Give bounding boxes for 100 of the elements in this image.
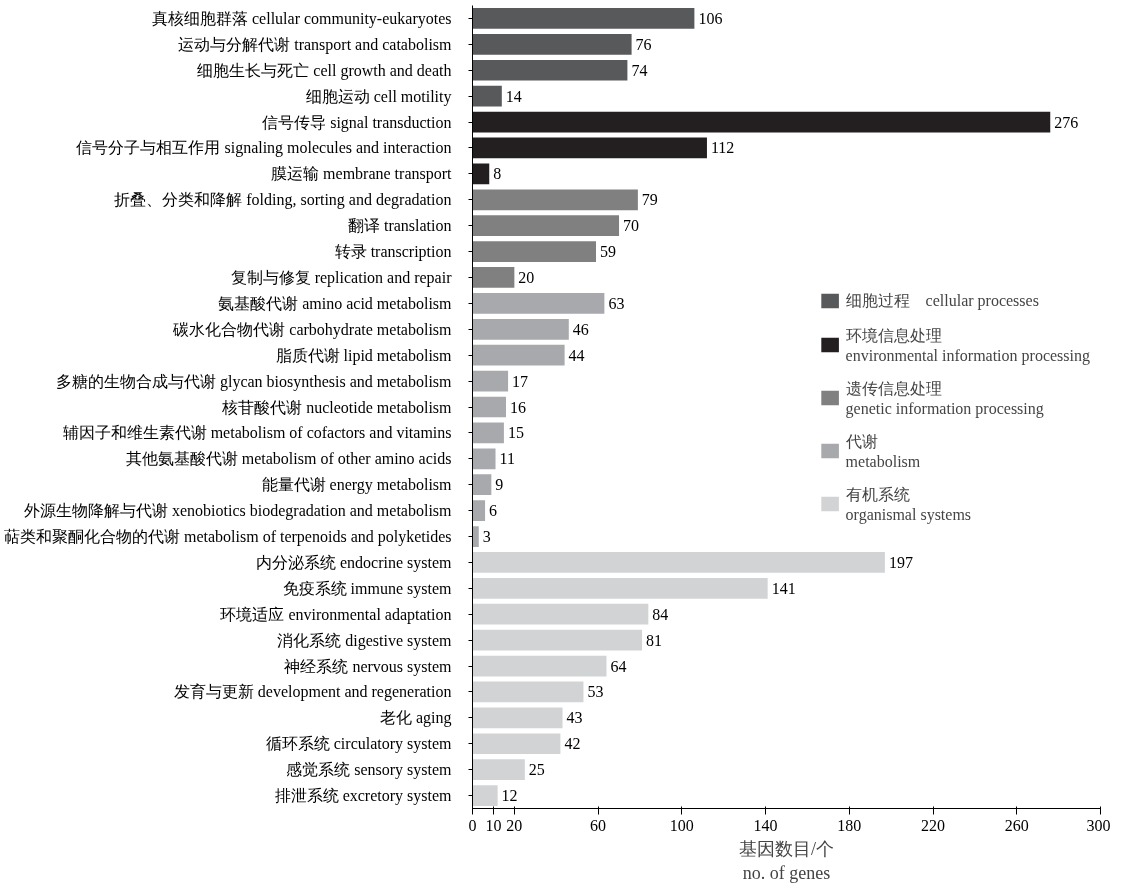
data-label: 16 <box>509 398 526 416</box>
bar <box>472 189 638 211</box>
bar <box>472 293 605 314</box>
data-label: 106 <box>698 9 723 27</box>
bar <box>472 474 492 496</box>
data-label: 12 <box>501 787 518 805</box>
data-label: 44 <box>568 346 585 364</box>
y-tick-label: 能量代谢 energy metabolism <box>261 476 453 495</box>
data-label: 17 <box>512 372 529 390</box>
y-tick-label: 排泄系统 excretory system <box>274 787 453 806</box>
bar <box>472 370 509 392</box>
y-tick-label: 感觉系统 sensory system <box>286 761 453 780</box>
data-label: 74 <box>631 61 648 79</box>
y-tick-label: 转录 transcription <box>334 243 452 262</box>
y-tick-label: 碳水化合物代谢 carbohydrate metabolism <box>172 320 453 339</box>
bar <box>472 318 569 340</box>
y-tick-label: 信号传导 signal transduction <box>262 113 452 132</box>
x-tick-label: 10 <box>485 816 502 834</box>
y-tick-label: 老化 aging <box>379 709 452 728</box>
y-tick-label: 翻译 translation <box>347 217 452 235</box>
y-tick-label: 辅因子和维生素代谢 metabolism of cofactors and vitamins <box>62 424 452 442</box>
bar <box>472 707 563 729</box>
bar <box>472 85 502 107</box>
legend-label: 细胞过程 cellular processes <box>845 290 1039 311</box>
data-label: 64 <box>610 657 627 675</box>
data-label: 53 <box>587 683 604 701</box>
y-tick-label: 循环系统 circulatory system <box>265 735 453 754</box>
y-tick-label: 复制与修复 replication and repair <box>230 268 453 287</box>
legend-label: 环境信息处理 environmental information processing <box>845 325 1090 364</box>
data-label: 9 <box>495 476 504 494</box>
y-tick-label: 氨基酸代谢 amino acid metabolism <box>218 294 453 312</box>
bar <box>472 448 496 470</box>
legend-label: 代谢 metabolism <box>845 431 921 470</box>
bar <box>472 655 607 677</box>
data-label: 276 <box>1054 113 1079 131</box>
data-label: 81 <box>646 631 663 649</box>
data-label: 43 <box>566 709 583 727</box>
bar <box>472 552 885 573</box>
data-label: 14 <box>505 87 522 105</box>
data-label: 63 <box>608 294 625 312</box>
bar <box>472 8 695 29</box>
y-tick-label: 发育与更新 development and regeneration <box>173 683 452 702</box>
y-tick-label: 其他氨基酸代谢 metabolism of other amino acids <box>125 450 452 468</box>
data-label: 8 <box>493 165 502 183</box>
data-label: 141 <box>771 579 796 597</box>
data-label: 15 <box>507 424 524 442</box>
y-tick-label: 免疫系统 immune system <box>282 579 453 598</box>
data-label: 11 <box>499 450 515 468</box>
data-label: 3 <box>482 528 491 546</box>
x-tick-label: 220 <box>921 816 946 834</box>
data-label: 112 <box>710 139 735 157</box>
bar <box>472 267 515 288</box>
x-tick-label: 0 <box>468 816 477 834</box>
y-tick-label: 核苷酸代谢 nucleotide metabolism <box>221 398 453 416</box>
data-label: 42 <box>564 735 581 753</box>
x-tick-label: 180 <box>837 816 862 834</box>
y-tick-label: 信号分子与相互作用 signaling molecules and interaction <box>76 139 452 158</box>
x-tick-label: 20 <box>506 816 523 834</box>
data-label: 20 <box>518 268 535 286</box>
y-tick-label: 外源生物降解与代谢 xenobiotics biodegradation and metabolism <box>24 502 453 521</box>
data-label: 70 <box>623 217 640 235</box>
y-tick-label: 膜运输 membrane transport <box>271 165 453 184</box>
y-tick-label: 脂质代谢 lipid metabolism <box>275 346 453 365</box>
bar <box>472 629 643 651</box>
data-label: 197 <box>888 553 913 571</box>
y-tick-label: 真核细胞群落 cellular community-eukaryotes <box>152 9 452 28</box>
x-tick-label: 100 <box>669 816 694 834</box>
bar <box>472 137 707 159</box>
x-tick-label: 260 <box>1004 816 1029 834</box>
legend-label: 遗传信息处理 genetic information processing <box>845 378 1044 417</box>
y-tick-label: 内分泌系统 endocrine system <box>255 553 453 572</box>
data-label: 25 <box>528 761 545 779</box>
bar <box>472 577 768 599</box>
x-tick-label: 300 <box>1086 816 1111 834</box>
bar <box>472 733 561 755</box>
data-label: 59 <box>600 243 617 261</box>
x-axis-title: 基因数目/个 no. of genes <box>739 838 835 883</box>
data-label: 84 <box>652 605 669 623</box>
y-tick-label: 环境适应 environmental adaptation <box>220 605 452 624</box>
bar <box>472 111 1051 133</box>
bar <box>472 215 620 237</box>
bar <box>472 526 479 547</box>
y-tick-label: 神经系统 nervous system <box>284 657 453 676</box>
bar <box>472 603 649 625</box>
data-label: 79 <box>641 191 658 209</box>
x-tick-label: 140 <box>753 816 778 834</box>
bar <box>472 33 632 55</box>
y-tick-label: 细胞生长与死亡 cell growth and death <box>197 61 452 80</box>
bar <box>472 59 628 81</box>
bar <box>472 396 506 418</box>
legend-label: 有机系统 organismal systems <box>845 484 972 523</box>
bar <box>472 681 584 703</box>
y-tick-label: 消化系统 digestive system <box>277 631 453 650</box>
y-tick-label: 萜类和聚酮化合物的代谢 metabolism of terpenoids and polyketides <box>4 528 452 547</box>
data-label: 46 <box>572 320 589 338</box>
data-label: 76 <box>635 35 652 53</box>
y-tick-label: 折叠、分类和降解 folding, sorting and degradation <box>114 191 452 210</box>
y-tick-label: 多糖的生物合成与代谢 glycan biosynthesis and metabolism <box>55 372 453 391</box>
bar <box>472 163 490 185</box>
x-tick-label: 60 <box>590 816 607 834</box>
